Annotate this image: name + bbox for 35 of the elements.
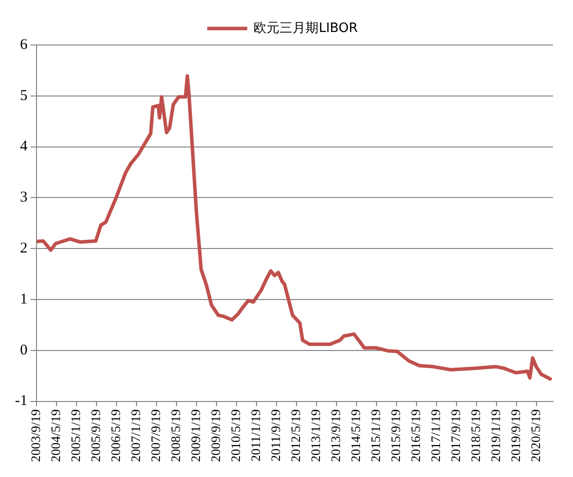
x-tick-label: 2019/1/19 — [488, 409, 504, 462]
y-tick-label: 6 — [20, 36, 28, 53]
legend-label: 欧元三月期LIBOR — [254, 20, 358, 36]
x-tick-label: 2011/9/19 — [268, 409, 283, 462]
x-tick-label: 2017/9/19 — [448, 409, 464, 462]
y-tick-label: 2 — [20, 240, 28, 257]
x-tick-label: 2011/1/19 — [248, 409, 264, 462]
y-tick-label: -1 — [14, 393, 28, 410]
x-tick-label: 2016/5/19 — [408, 409, 423, 462]
x-tick-label: 2013/9/19 — [328, 409, 344, 462]
x-tick-label: 2009/9/19 — [208, 409, 223, 462]
x-tick-label: 2019/9/19 — [508, 409, 524, 462]
x-tick-label: 2013/1/19 — [308, 409, 324, 462]
x-tick-label: 2014/5/19 — [348, 409, 363, 462]
x-tick-label: 2009/1/19 — [188, 409, 204, 462]
x-tick-label: 2008/5/19 — [168, 409, 183, 462]
x-tick-label: 2005/9/19 — [88, 409, 103, 462]
x-tick-label: 2004/5/19 — [48, 409, 63, 462]
x-tick-label: 2007/1/19 — [128, 409, 143, 462]
y-tick-label: 4 — [20, 138, 28, 155]
x-tick-label: 2017/1/19 — [428, 409, 444, 462]
x-tick-label: 2003/9/19 — [28, 409, 43, 462]
x-tick-label: 2006/5/19 — [108, 409, 123, 462]
x-tick-label: 2020/5/19 — [528, 409, 543, 462]
y-tick-label: 3 — [20, 190, 28, 206]
y-tick-label: 5 — [20, 88, 28, 104]
y-tick-label: 1 — [20, 291, 28, 308]
x-tick-label: 2018/5/19 — [468, 409, 483, 462]
x-tick-label: 2015/9/19 — [388, 409, 403, 462]
x-tick-label: 2007/9/19 — [148, 409, 163, 462]
x-tick-label: 2005/1/19 — [68, 409, 84, 462]
x-tick-label: 2012/5/19 — [288, 409, 303, 462]
x-tick-label: 2015/1/19 — [368, 409, 384, 462]
y-tick-label: 0 — [20, 342, 28, 358]
x-tick-label: 2010/5/19 — [228, 409, 243, 462]
